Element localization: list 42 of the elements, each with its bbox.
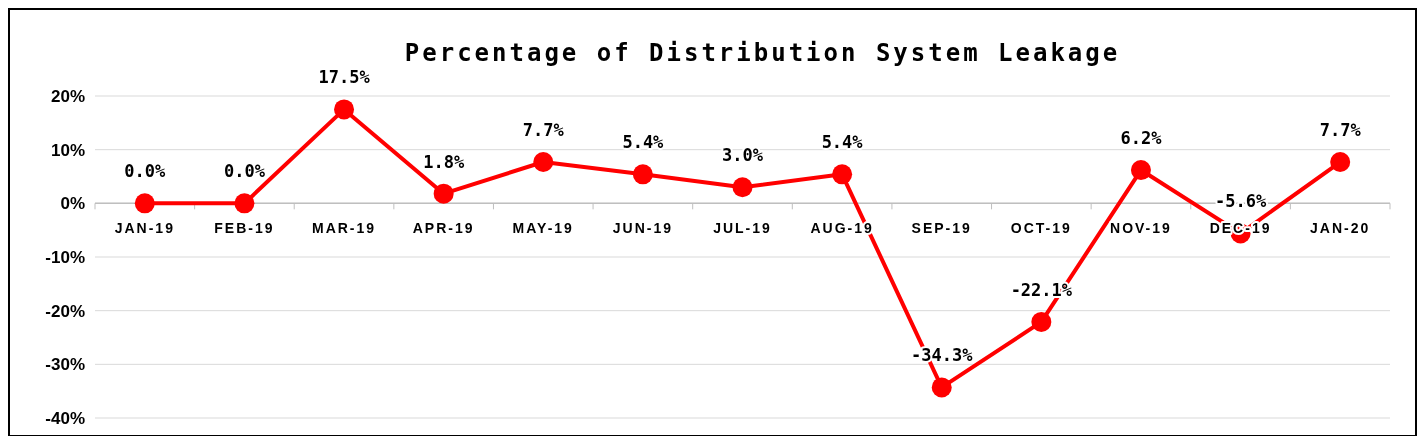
point [732, 177, 753, 198]
data-label: 3.0% [722, 145, 764, 166]
x-tick-label: MAY-19 [512, 220, 574, 237]
x-tick-label: FEB-19 [214, 220, 275, 237]
y-tick-label: 0% [60, 194, 85, 214]
data-label: 0.0% [124, 161, 167, 182]
x-tick-label: APR-19 [412, 220, 475, 237]
point [1130, 160, 1151, 181]
x-tick-label: JAN-19 [114, 220, 175, 237]
data-label: 6.2% [1120, 128, 1163, 149]
x-tick-label: JAN-20 [1310, 220, 1371, 237]
data-label: 5.4% [821, 132, 864, 153]
data-label: 1.8% [423, 151, 465, 172]
y-tick-label: 20% [50, 86, 85, 106]
data-label: 7.7% [522, 120, 565, 141]
point [1330, 152, 1351, 173]
y-tick-label: -10% [45, 247, 85, 267]
data-label: 5.4% [622, 132, 665, 153]
x-tick-label: NOV-19 [1110, 220, 1172, 237]
x-tick-label: JUN-19 [612, 220, 674, 237]
y-tick-label: -40% [45, 408, 85, 428]
point [1031, 311, 1052, 332]
point [134, 193, 155, 214]
data-label: 7.7% [1319, 120, 1362, 141]
point [433, 183, 454, 204]
chart-title: Percentage of Distribution System Leakage [404, 39, 1121, 67]
point [533, 152, 554, 173]
x-tick-label: OCT-19 [1010, 220, 1072, 237]
point [334, 99, 355, 120]
data-label: -5.6% [1214, 191, 1267, 212]
data-label: 17.5% [318, 67, 371, 88]
point [632, 164, 653, 185]
y-tick-label: -20% [45, 301, 85, 321]
point [931, 377, 952, 398]
point [234, 193, 255, 214]
y-tick-label: 10% [50, 140, 85, 160]
y-tick-label: -30% [45, 355, 85, 375]
x-tick-label: SEP-19 [911, 220, 972, 237]
x-tick-label: MAR-19 [311, 220, 377, 237]
data-label: 0.0% [223, 161, 266, 182]
point [832, 164, 853, 185]
x-tick-label: JUL-19 [713, 220, 772, 237]
